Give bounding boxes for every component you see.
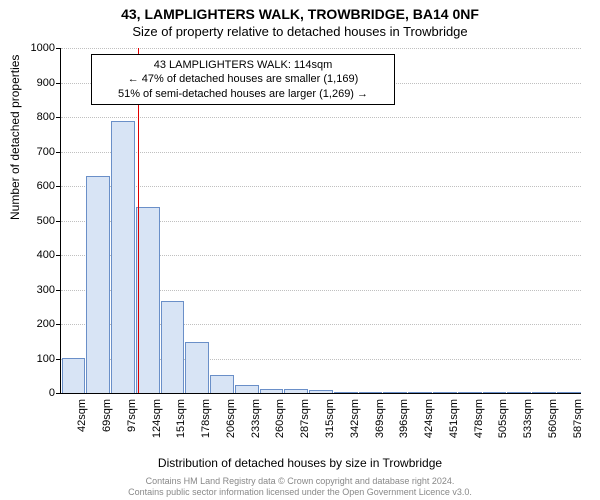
y-tick-label: 700 bbox=[15, 146, 55, 158]
annotation-box: 43 LAMPLIGHTERS WALK: 114sqm ← 47% of de… bbox=[91, 54, 395, 105]
y-tick-mark bbox=[56, 324, 60, 325]
y-tick-label: 800 bbox=[15, 111, 55, 123]
y-tick-mark bbox=[56, 186, 60, 187]
x-tick-label: 206sqm bbox=[225, 399, 237, 449]
chart-bar bbox=[86, 176, 110, 393]
chart-bar bbox=[433, 392, 457, 393]
chart-bar bbox=[359, 392, 383, 393]
chart-bar bbox=[111, 121, 135, 393]
x-tick-label: 315sqm bbox=[324, 399, 336, 449]
y-tick-label: 300 bbox=[15, 284, 55, 296]
footer-line1: Contains HM Land Registry data © Crown c… bbox=[0, 476, 600, 487]
chart-bar bbox=[260, 389, 284, 393]
page-title: 43, LAMPLIGHTERS WALK, TROWBRIDGE, BA14 … bbox=[0, 6, 600, 22]
y-tick-mark bbox=[56, 152, 60, 153]
x-tick-label: 396sqm bbox=[398, 399, 410, 449]
x-tick-label: 505sqm bbox=[497, 399, 509, 449]
x-tick-label: 451sqm bbox=[448, 399, 460, 449]
x-tick-label: 342sqm bbox=[349, 399, 361, 449]
x-tick-label: 587sqm bbox=[572, 399, 584, 449]
x-tick-label: 478sqm bbox=[473, 399, 485, 449]
x-tick-label: 124sqm bbox=[151, 399, 163, 449]
x-tick-label: 369sqm bbox=[374, 399, 386, 449]
chart-bar bbox=[557, 392, 581, 393]
chart-bar bbox=[408, 392, 432, 393]
x-tick-label: 69sqm bbox=[101, 399, 113, 449]
chart-bar bbox=[334, 392, 358, 393]
y-tick-label: 400 bbox=[15, 249, 55, 261]
x-tick-label: 533sqm bbox=[522, 399, 534, 449]
chart-bar bbox=[309, 390, 333, 393]
y-tick-label: 1000 bbox=[15, 42, 55, 54]
x-tick-label: 151sqm bbox=[175, 399, 187, 449]
x-tick-label: 97sqm bbox=[126, 399, 138, 449]
y-tick-mark bbox=[56, 83, 60, 84]
footer-line2: Contains public sector information licen… bbox=[0, 487, 600, 498]
y-tick-mark bbox=[56, 117, 60, 118]
chart-bar bbox=[161, 301, 185, 393]
chart-bar bbox=[483, 392, 507, 393]
x-tick-label: 560sqm bbox=[547, 399, 559, 449]
x-axis-label: Distribution of detached houses by size … bbox=[0, 456, 600, 470]
chart-bar bbox=[284, 389, 308, 393]
y-tick-label: 900 bbox=[15, 77, 55, 89]
footer-attribution: Contains HM Land Registry data © Crown c… bbox=[0, 476, 600, 498]
x-tick-label: 178sqm bbox=[200, 399, 212, 449]
y-tick-mark bbox=[56, 359, 60, 360]
y-tick-mark bbox=[56, 393, 60, 394]
x-tick-label: 287sqm bbox=[299, 399, 311, 449]
x-tick-label: 260sqm bbox=[274, 399, 286, 449]
chart-bar bbox=[210, 375, 234, 393]
x-tick-label: 233sqm bbox=[250, 399, 262, 449]
y-tick-label: 100 bbox=[15, 353, 55, 365]
annotation-line2: ← 47% of detached houses are smaller (1,… bbox=[98, 72, 388, 86]
chart-bar bbox=[507, 392, 531, 393]
y-tick-label: 500 bbox=[15, 215, 55, 227]
chart-bar bbox=[62, 358, 86, 394]
chart-bar bbox=[235, 385, 259, 393]
y-tick-mark bbox=[56, 48, 60, 49]
chart-bar bbox=[185, 342, 209, 393]
y-tick-mark bbox=[56, 221, 60, 222]
y-tick-label: 200 bbox=[15, 318, 55, 330]
page-subtitle: Size of property relative to detached ho… bbox=[0, 24, 600, 39]
chart-bar bbox=[136, 207, 160, 393]
annotation-line1: 43 LAMPLIGHTERS WALK: 114sqm bbox=[98, 58, 388, 72]
y-tick-mark bbox=[56, 255, 60, 256]
y-tick-label: 600 bbox=[15, 180, 55, 192]
chart-bar bbox=[458, 392, 482, 393]
x-tick-label: 424sqm bbox=[423, 399, 435, 449]
x-tick-label: 42sqm bbox=[76, 399, 88, 449]
y-tick-mark bbox=[56, 290, 60, 291]
annotation-line3: 51% of semi-detached houses are larger (… bbox=[98, 87, 388, 101]
chart-bar bbox=[383, 392, 407, 393]
y-tick-label: 0 bbox=[15, 387, 55, 399]
chart-bar bbox=[532, 392, 556, 393]
chart-plot-area: 43 LAMPLIGHTERS WALK: 114sqm ← 47% of de… bbox=[60, 48, 581, 394]
